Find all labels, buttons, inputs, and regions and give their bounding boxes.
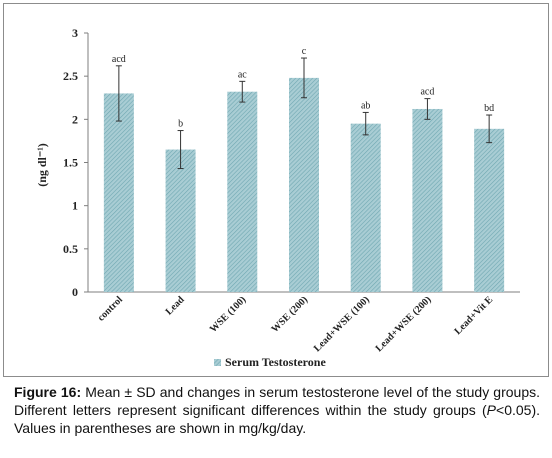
bar bbox=[474, 128, 505, 292]
x-tick-label: Lead+WSE (200) bbox=[374, 294, 434, 354]
legend-swatch bbox=[214, 359, 221, 366]
x-tick-label: Lead bbox=[164, 294, 187, 317]
chart-frame bbox=[3, 3, 549, 377]
bar bbox=[350, 123, 381, 293]
caption-text-2: <0.05). Values in parentheses are shown … bbox=[14, 402, 540, 436]
significance-label: ab bbox=[361, 100, 370, 111]
bar-chart: 0 0.5 1 1.5 2 2.5 3 acd control b Lead ac WSE (100)… bbox=[35, 26, 520, 369]
significance-label: b bbox=[178, 119, 183, 130]
x-tick-label: control bbox=[96, 294, 125, 323]
y-tick-label: 0.5 bbox=[63, 242, 78, 256]
bar bbox=[227, 91, 258, 292]
y-tick-label: 1.5 bbox=[63, 156, 78, 170]
caption-p-symbol: P bbox=[486, 402, 497, 418]
x-tick-label: WSE (200) bbox=[270, 294, 311, 335]
significance-label: ac bbox=[238, 69, 247, 80]
x-tick-label: Lead+WSE (100) bbox=[312, 294, 372, 354]
significance-label: acd bbox=[420, 87, 434, 98]
bar bbox=[165, 149, 196, 292]
x-tick-label: Lead+Vit E bbox=[452, 294, 495, 337]
caption-text-1: Mean ± SD and changes in serum testoster… bbox=[14, 384, 541, 418]
figure-caption: Figure 16: Mean ± SD and changes in seru… bbox=[14, 383, 540, 437]
significance-label: bd bbox=[484, 103, 494, 114]
caption-label: Figure 16: bbox=[14, 384, 82, 400]
bar bbox=[103, 93, 134, 292]
bar bbox=[289, 77, 319, 292]
bar bbox=[412, 108, 443, 293]
legend: Serum Testosterone bbox=[214, 355, 326, 369]
y-axis-label: (ng dl⁻¹) bbox=[35, 143, 49, 187]
y-tick-label: 2.5 bbox=[63, 69, 78, 83]
significance-label: acd bbox=[112, 54, 126, 65]
y-tick-label: 1 bbox=[72, 199, 78, 213]
x-tick-label: WSE (100) bbox=[208, 294, 249, 335]
y-tick-label: 0 bbox=[72, 285, 78, 299]
y-tick-label: 3 bbox=[72, 26, 78, 40]
y-tick-label: 2 bbox=[72, 112, 78, 126]
significance-label: c bbox=[302, 46, 307, 57]
legend-label: Serum Testosterone bbox=[225, 355, 326, 369]
